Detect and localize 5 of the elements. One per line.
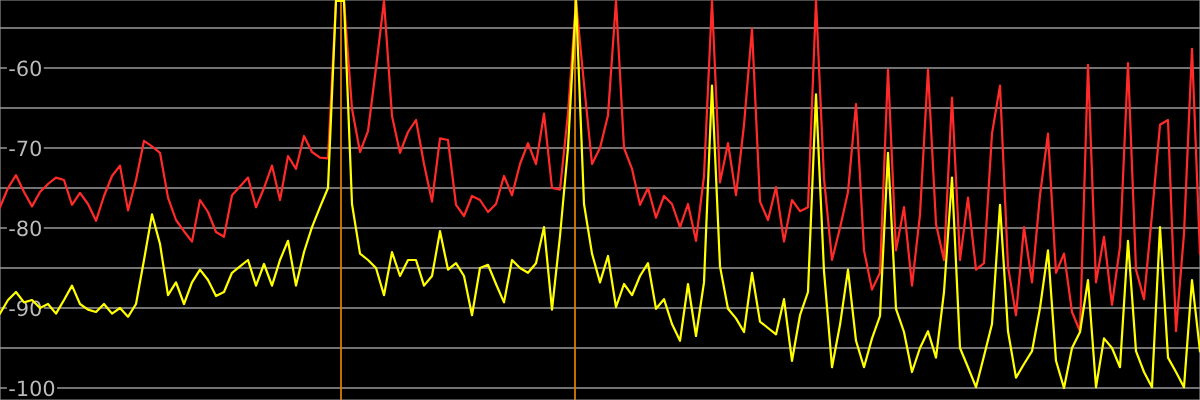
y-tick-label: -90	[9, 300, 41, 317]
y-tick-label: -70	[9, 140, 41, 157]
y-tick-label: -100	[9, 380, 55, 397]
y-tick-label: -80	[9, 220, 41, 237]
y-tick-label: -60	[9, 60, 41, 77]
